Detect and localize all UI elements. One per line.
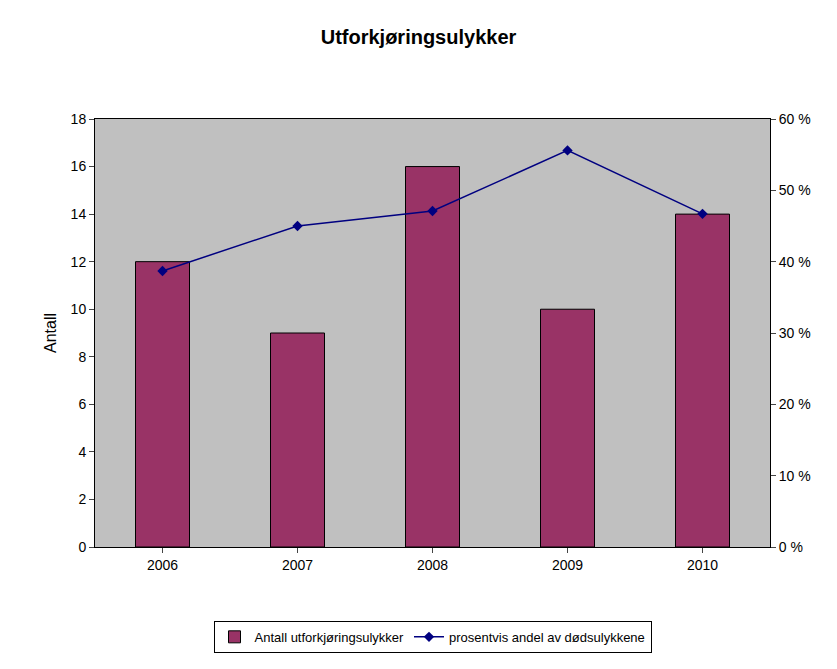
svg-text:2007: 2007 <box>282 557 313 573</box>
svg-text:18: 18 <box>71 111 87 127</box>
svg-text:Utforkjøringsulykker: Utforkjøringsulykker <box>321 26 517 48</box>
svg-text:0 %: 0 % <box>779 539 803 555</box>
svg-text:30 %: 30 % <box>779 325 811 341</box>
svg-text:2009: 2009 <box>552 557 583 573</box>
svg-text:10 %: 10 % <box>779 468 811 484</box>
svg-text:14: 14 <box>71 206 87 222</box>
svg-text:40 %: 40 % <box>779 254 811 270</box>
svg-text:20 %: 20 % <box>779 396 811 412</box>
svg-text:2010: 2010 <box>687 557 718 573</box>
svg-text:Antall: Antall <box>42 313 59 353</box>
svg-text:Antall utforkjøringsulykker: Antall utforkjøringsulykker <box>255 630 404 645</box>
svg-text:12: 12 <box>71 254 87 270</box>
svg-text:10: 10 <box>71 301 87 317</box>
svg-text:2: 2 <box>78 491 86 507</box>
svg-text:8: 8 <box>78 349 86 365</box>
svg-text:2008: 2008 <box>417 557 448 573</box>
svg-text:50 %: 50 % <box>779 182 811 198</box>
svg-text:4: 4 <box>78 444 86 460</box>
svg-text:2006: 2006 <box>147 557 178 573</box>
svg-text:16: 16 <box>71 158 87 174</box>
svg-text:0: 0 <box>78 539 86 555</box>
svg-text:60 %: 60 % <box>779 111 811 127</box>
svg-text:6: 6 <box>78 396 86 412</box>
svg-text:prosentvis andel av dødsulykke: prosentvis andel av dødsulykkene <box>449 630 645 645</box>
